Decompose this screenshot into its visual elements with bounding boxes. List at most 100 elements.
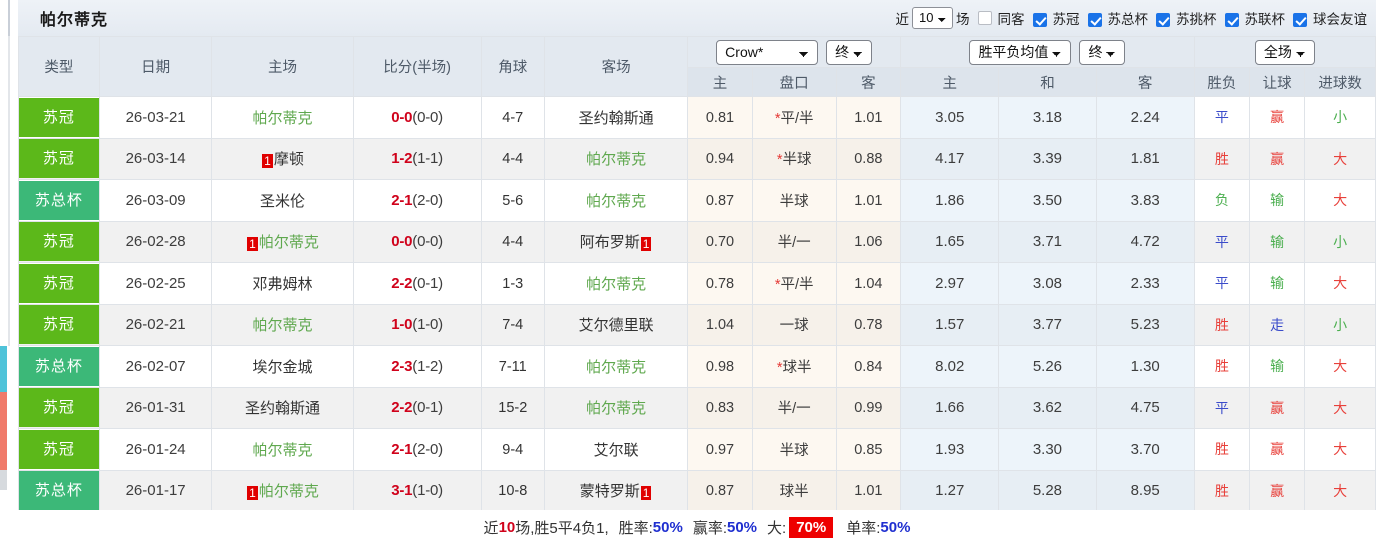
table-row[interactable]: 苏总杯 26-03-09 圣米伦 2-1(2-0) 5-6 帕尔蒂克 0.87 半球 1.01 1… (18, 179, 1376, 222)
eu-selector-cell: 胜平负均值胜平负 初终 (900, 36, 1195, 68)
same-venue-checkbox[interactable] (977, 11, 992, 25)
cell-score: 2-2(0-1) (352, 262, 482, 305)
cell-corner: 4-7 (480, 96, 545, 139)
big-rate-label: 大: (767, 520, 787, 537)
cell-league[interactable]: 苏总杯 (18, 469, 100, 512)
cell-corner: 4-4 (480, 220, 545, 263)
cell-league[interactable]: 苏冠 (18, 262, 100, 305)
cell-result-ah: 输 (1249, 262, 1306, 305)
eu-mode-select[interactable]: 胜平负均值胜平负 (969, 39, 1072, 65)
table-row[interactable]: 苏冠 26-01-24 帕尔蒂克 2-1(2-0) 9-4 艾尔联 0.97 半球 0.85 1.… (18, 428, 1376, 471)
cell-corner: 1-3 (480, 262, 545, 305)
competition-checkbox-0[interactable] (1032, 13, 1047, 28)
cell-league[interactable]: 苏冠 (18, 137, 100, 180)
cell-home[interactable]: 帕尔蒂克 (211, 428, 354, 471)
table-row[interactable]: 苏冠 26-03-21 帕尔蒂克 0-0(0-0) 4-7 圣约翰斯通 0.81 *平/半 1.… (18, 96, 1376, 139)
competition-checkbox-1[interactable] (1087, 13, 1102, 28)
col-home: 主场 (211, 36, 354, 97)
cell-eu-away: 3.83 (1095, 179, 1195, 222)
col-corner: 角球 (480, 36, 545, 97)
win-rate-value: 50% (652, 519, 683, 536)
cell-date: 26-03-21 (98, 96, 213, 139)
cell-result-ah: 赢 (1249, 386, 1306, 429)
cell-away[interactable]: 帕尔蒂克 (543, 345, 689, 388)
cell-eu-draw: 3.62 (998, 386, 1097, 429)
cell-home[interactable]: 埃尔金城 (211, 345, 354, 388)
table-row[interactable]: 苏冠 26-02-21 帕尔蒂克 1-0(1-0) 7-4 艾尔德里联 1.04 一球 0.78… (18, 303, 1376, 346)
cell-home[interactable]: 邓弗姆林 (211, 262, 354, 305)
cell-eu-away: 1.30 (1095, 345, 1195, 388)
cell-eu-away: 5.23 (1095, 303, 1195, 346)
cell-corner: 7-4 (480, 303, 545, 346)
cell-league[interactable]: 苏冠 (18, 96, 100, 139)
table-row[interactable]: 苏冠 26-02-28 1 帕尔蒂克 0-0(0-0) 4-4 阿布罗斯 1 0.70 半/一 1.… (18, 220, 1376, 263)
cell-away[interactable]: 帕尔蒂克 (543, 137, 689, 180)
table-row[interactable]: 苏冠 26-03-14 1 摩顿 1-2(1-1) 4-4 帕尔蒂克 0.94 *半球 0.88 4… (18, 137, 1376, 180)
cell-eu-away: 1.81 (1095, 137, 1195, 180)
cell-league[interactable]: 苏总杯 (18, 345, 100, 388)
cell-home[interactable]: 1 帕尔蒂克 (211, 220, 354, 263)
cell-league[interactable]: 苏冠 (18, 303, 100, 346)
cell-eu-draw: 3.08 (998, 262, 1097, 305)
selector-row: 类型 日期 主场 比分(半场) 角球 客场 Crow*Bet365Interwe… (18, 36, 1376, 97)
venue-selector-cell: 全场主场客场 (1193, 36, 1376, 68)
cell-ah-away-odds: 1.01 (835, 469, 902, 512)
ah-phase-select[interactable]: 初终 (826, 39, 873, 65)
cell-home[interactable]: 圣米伦 (211, 179, 354, 222)
ah-selector-cell: Crow*Bet365Interwetten 初终 (687, 36, 902, 68)
cell-result-ou: 大 (1304, 386, 1376, 429)
header-controls: 近 6102030 场 同客 苏冠 苏总杯 苏挑杯 苏联杯 球会友谊 (893, 7, 1371, 29)
col-away: 客场 (543, 36, 689, 97)
competition-label-2: 苏挑杯 (1176, 12, 1217, 27)
eu-phase-select[interactable]: 初终 (1079, 39, 1126, 65)
cell-eu-draw: 3.50 (998, 179, 1097, 222)
cell-league[interactable]: 苏冠 (18, 220, 100, 263)
away-team-name: 帕尔蒂克 (586, 151, 647, 169)
cell-league[interactable]: 苏冠 (18, 428, 100, 471)
competition-checkbox-4[interactable] (1293, 13, 1307, 28)
cell-away[interactable]: 阿布罗斯 1 (543, 220, 689, 263)
cell-home[interactable]: 帕尔蒂克 (211, 96, 354, 139)
competition-checkbox-3[interactable] (1224, 13, 1239, 28)
league-badge: 苏冠 (19, 222, 99, 262)
competition-checkbox-2[interactable] (1156, 13, 1170, 28)
bookmaker-select[interactable]: Crow*Bet365Interwetten (716, 39, 819, 65)
cell-ah-away-odds: 0.78 (835, 303, 902, 346)
recent-count-select[interactable]: 6102030 (912, 7, 953, 29)
cell-away[interactable]: 帕尔蒂克 (543, 386, 689, 429)
league-badge: 苏冠 (19, 139, 99, 179)
cell-ah-line: 球半 (751, 469, 837, 512)
cell-ah-line: *平/半 (751, 262, 837, 305)
cell-away[interactable]: 艾尔德里联 (543, 303, 689, 346)
cell-eu-home: 1.27 (900, 469, 1000, 512)
cell-result-ah: 赢 (1249, 428, 1306, 471)
scroll-segment-1 (8, 0, 10, 36)
league-badge: 苏冠 (19, 429, 99, 469)
table-row[interactable]: 苏冠 26-01-31 圣约翰斯通 2-2(0-1) 15-2 帕尔蒂克 0.83 半/一 0.… (18, 386, 1376, 429)
cell-home[interactable]: 帕尔蒂克 (211, 303, 354, 346)
table-row[interactable]: 苏总杯 26-01-17 1 帕尔蒂克 3-1(1-0) 10-8 蒙特罗斯 1 0.87 球半 1… (18, 469, 1376, 512)
cell-away[interactable]: 帕尔蒂克 (543, 179, 689, 222)
cell-eu-away: 2.33 (1095, 262, 1195, 305)
cell-home[interactable]: 圣约翰斯通 (211, 386, 354, 429)
panel-header: 帕尔蒂克 近 6102030 场 同客 苏冠 苏总杯 苏挑杯 苏联杯 球会友谊 (18, 0, 1376, 36)
cell-eu-home: 2.97 (900, 262, 1000, 305)
cell-league[interactable]: 苏冠 (18, 386, 100, 429)
cell-date: 26-02-21 (98, 303, 213, 346)
subheader-row: 主 盘口 客 主 和 客 胜负 让球 进球数 (19, 67, 1376, 97)
venue-select[interactable]: 全场主场客场 (1254, 39, 1315, 65)
table-row[interactable]: 苏总杯 26-02-07 埃尔金城 2-3(1-2) 7-11 帕尔蒂克 0.98 *球半 0.… (18, 345, 1376, 388)
cell-away[interactable]: 艾尔联 (543, 428, 689, 471)
cell-away[interactable]: 圣约翰斯通 (543, 96, 689, 139)
cell-home[interactable]: 1 摩顿 (211, 137, 354, 180)
cell-home[interactable]: 1 帕尔蒂克 (211, 469, 354, 512)
cell-league[interactable]: 苏总杯 (18, 179, 100, 222)
odd-rate-label: 单率: (846, 520, 881, 537)
cell-away[interactable]: 帕尔蒂克 (543, 262, 689, 305)
ah-rate-label: 赢率: (692, 520, 727, 537)
competition-label-0: 苏冠 (1052, 12, 1080, 27)
cell-ah-away-odds: 1.04 (835, 262, 902, 305)
table-row[interactable]: 苏冠 26-02-25 邓弗姆林 2-2(0-1) 1-3 帕尔蒂克 0.78 *平/半 1.0… (18, 262, 1376, 305)
table-body: 苏冠 26-03-21 帕尔蒂克 0-0(0-0) 4-7 圣约翰斯通 0.81 *平/半 1.… (18, 96, 1376, 512)
cell-away[interactable]: 蒙特罗斯 1 (543, 469, 689, 512)
